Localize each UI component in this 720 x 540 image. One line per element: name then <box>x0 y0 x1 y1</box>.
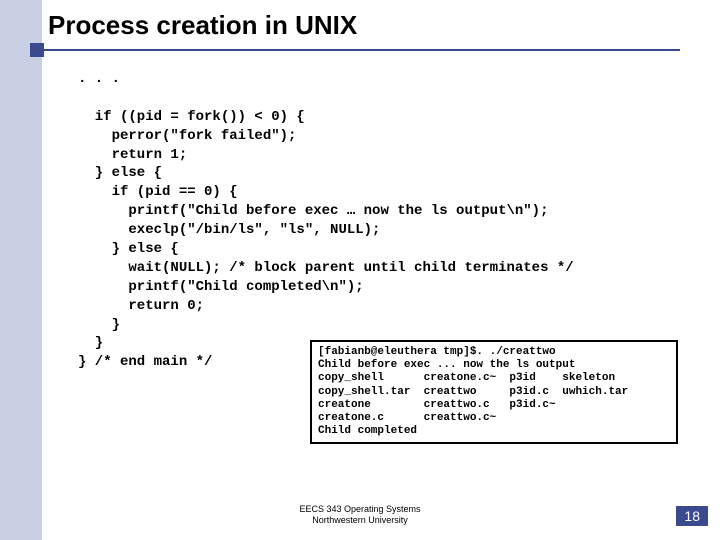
left-rail <box>0 0 42 540</box>
title-square <box>30 43 44 57</box>
footer-line-2: Northwestern University <box>312 515 408 525</box>
terminal-output: [fabianb@eleuthera tmp]$. ./creattwo Chi… <box>310 340 678 444</box>
page-number: 18 <box>676 506 708 526</box>
slide-title: Process creation in UNIX <box>42 10 357 41</box>
footer: EECS 343 Operating Systems Northwestern … <box>0 504 720 526</box>
title-underline <box>40 49 680 51</box>
footer-line-1: EECS 343 Operating Systems <box>299 504 420 514</box>
code-block: . . . if ((pid = fork()) < 0) { perror("… <box>78 70 574 372</box>
